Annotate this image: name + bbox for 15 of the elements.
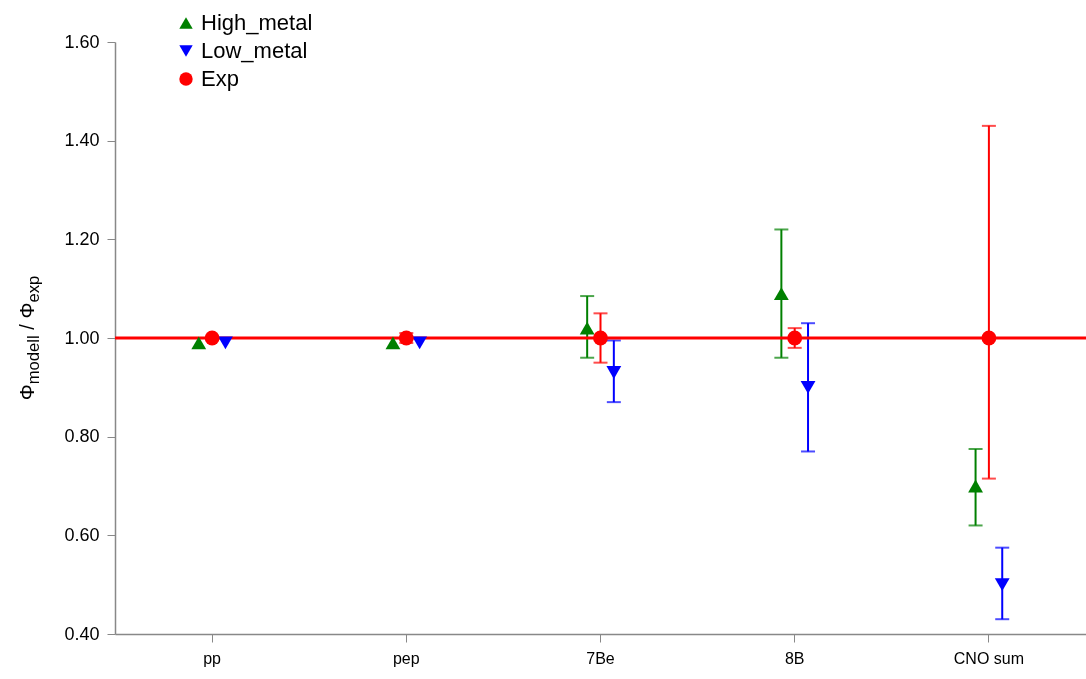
y-tick-label: 1.60	[64, 31, 100, 52]
legend-label: Exp	[201, 66, 239, 91]
x-tick-label: 8B	[784, 649, 805, 667]
y-tick-label: 0.80	[64, 426, 100, 447]
x-tick-label: pep	[392, 649, 420, 667]
x-tick-label: pp	[203, 649, 222, 667]
y-tick-label: 1.20	[64, 228, 100, 249]
y-tick-label: 0.60	[64, 524, 100, 545]
x-tick-label: 7Be	[586, 649, 615, 667]
x-tick-label: CNO sum	[953, 649, 1025, 667]
legend-label: High_metal	[201, 10, 313, 35]
y-tick-label: 0.40	[64, 623, 100, 644]
y-tick-label: 1.00	[64, 327, 100, 348]
y-tick-label: 1.40	[64, 130, 100, 151]
legend-label: Low_metal	[201, 38, 308, 63]
